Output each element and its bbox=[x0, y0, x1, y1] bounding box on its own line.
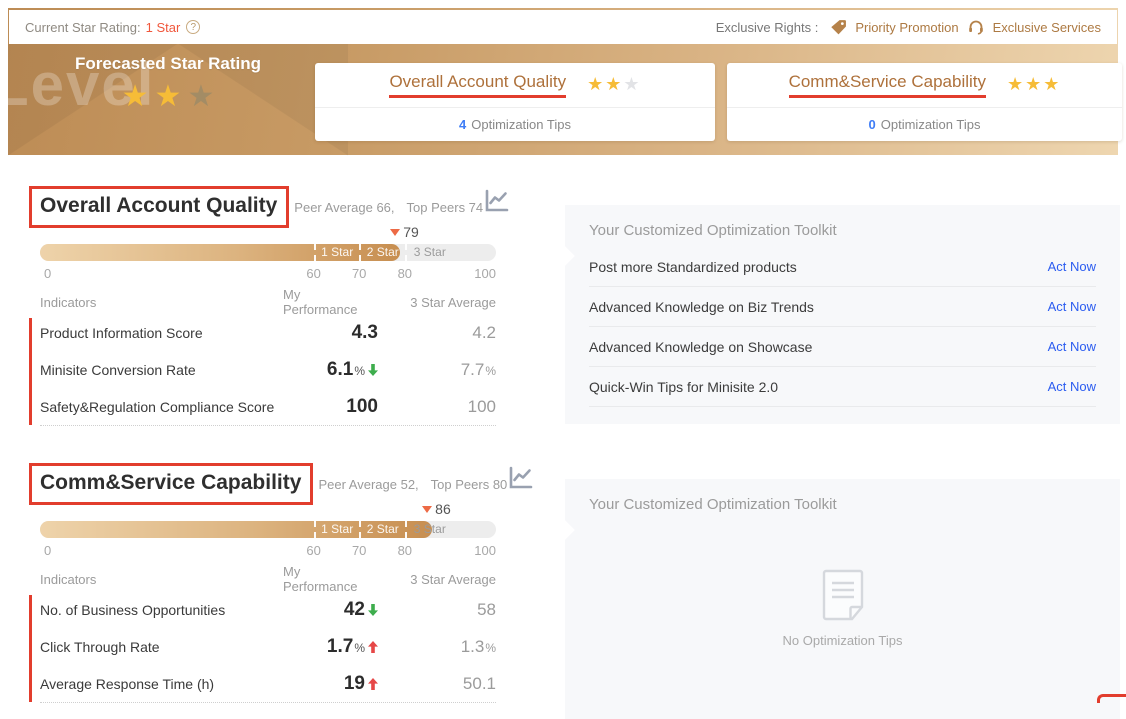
peer-average: Peer Average 52, bbox=[318, 476, 419, 492]
act-now-link[interactable]: Act Now bbox=[1047, 259, 1096, 274]
score-bar-fill bbox=[40, 521, 433, 538]
trend-up-icon bbox=[368, 640, 378, 653]
star-icon: ★ bbox=[1043, 74, 1060, 94]
score-bar: 1 Star 2 Star 3 Star bbox=[40, 244, 496, 261]
card-stars: ★ ★ ★ bbox=[586, 75, 640, 95]
toolkit-item: Post more Standardized products Act Now bbox=[589, 247, 1096, 287]
current-star-rating-label: Current Star Rating: bbox=[25, 19, 141, 35]
right-exclusive-services[interactable]: Exclusive Services bbox=[992, 19, 1101, 35]
document-icon bbox=[822, 569, 863, 621]
score-marker: 79 bbox=[390, 224, 419, 240]
toolkit-title: Your Customized Optimization Toolkit bbox=[589, 222, 837, 239]
section-comm-service-capability: Comm&Service Capability Peer Average 52,… bbox=[29, 463, 533, 703]
top-peers: Top Peers 80 bbox=[430, 476, 508, 492]
star-icon: ★ bbox=[121, 80, 149, 113]
current-star-rating-value: 1 Star bbox=[145, 19, 181, 35]
score-bar: 1 Star 2 Star 3 Star bbox=[40, 521, 496, 538]
star-empty-icon: ★ bbox=[187, 80, 215, 113]
toolkit-title: Your Customized Optimization Toolkit bbox=[589, 496, 837, 513]
empty-state: No Optimization Tips bbox=[565, 567, 1120, 648]
segment-1star: 1 Star bbox=[321, 522, 354, 536]
panel-notch bbox=[555, 520, 575, 540]
forecasted-star-rating: Forecasted Star Rating ★ ★ ★ bbox=[63, 54, 273, 112]
trend-chart-icon[interactable] bbox=[507, 465, 534, 491]
tag-icon bbox=[831, 19, 847, 34]
marker-triangle-icon bbox=[422, 505, 433, 513]
score-bar-fill bbox=[40, 244, 401, 261]
top-peers: Top Peers 74 bbox=[406, 199, 484, 215]
envelope-decoration-left bbox=[8, 44, 178, 156]
tips-count: 0 bbox=[868, 116, 876, 132]
card-stars: ★ ★ ★ bbox=[1006, 75, 1060, 95]
peer-average: Peer Average 66, bbox=[294, 199, 395, 215]
table-row: No. of Business Opportunities 42 58 bbox=[40, 598, 496, 620]
table-header: Indicators My Performance 3 Star Average bbox=[40, 287, 496, 317]
exclusive-rights-label: Exclusive Rights : bbox=[715, 19, 819, 35]
trend-chart-icon[interactable] bbox=[483, 188, 510, 214]
star-icon: ★ bbox=[605, 74, 622, 94]
trend-down-icon bbox=[368, 603, 378, 616]
panel-notch bbox=[555, 246, 575, 266]
score-marker: 86 bbox=[422, 501, 451, 517]
annotation-red-corner bbox=[1097, 694, 1126, 703]
level-watermark: Level bbox=[0, 51, 156, 118]
tips-label: Optimization Tips bbox=[880, 116, 981, 132]
toolkit-item: Quick-Win Tips for Minisite 2.0 Act Now bbox=[589, 367, 1096, 407]
star-icon: ★ bbox=[587, 74, 604, 94]
top-status-bar: Current Star Rating: 1 Star ? Exclusive … bbox=[9, 10, 1117, 44]
score-value: 86 bbox=[435, 501, 451, 517]
card-overall-account-quality[interactable]: Overall Account Quality ★ ★ ★ 4 Optimizati… bbox=[315, 63, 715, 141]
segment-1star: 1 Star bbox=[321, 245, 354, 259]
toolkit-panel-comm-service: Your Customized Optimization Toolkit No … bbox=[555, 479, 1120, 719]
section-title: Overall Account Quality bbox=[29, 186, 290, 228]
table-row: Product Information Score 4.3 4.2 bbox=[40, 321, 496, 343]
forecast-title: Forecasted Star Rating bbox=[74, 54, 262, 73]
segment-3star: 3 Star bbox=[413, 245, 446, 259]
segment-3star: 3 Star bbox=[413, 522, 446, 536]
trend-up-icon bbox=[368, 677, 378, 690]
indicators-table: Indicators My Performance 3 Star Average… bbox=[40, 287, 496, 426]
section-title: Comm&Service Capability bbox=[29, 463, 314, 505]
table-row: Safety&Regulation Compliance Score 100 1… bbox=[40, 395, 496, 417]
act-now-link[interactable]: Act Now bbox=[1047, 299, 1096, 314]
table-row: Click Through Rate 1.7 % 1.3 % bbox=[40, 635, 496, 657]
tips-count: 4 bbox=[459, 116, 467, 132]
annotation-red-line bbox=[29, 595, 32, 702]
annotation-red-line bbox=[29, 318, 32, 425]
act-now-link[interactable]: Act Now bbox=[1047, 379, 1096, 394]
star-icon: ★ bbox=[1025, 74, 1042, 94]
card-title[interactable]: Comm&Service Capability bbox=[788, 72, 987, 98]
score-value: 79 bbox=[403, 224, 419, 240]
toolkit-list: Post more Standardized products Act Now … bbox=[589, 247, 1096, 407]
trend-down-icon bbox=[368, 363, 378, 376]
headset-icon bbox=[968, 20, 983, 35]
no-tips-text: No Optimization Tips bbox=[782, 633, 903, 648]
toolkit-item: Advanced Knowledge on Showcase Act Now bbox=[589, 327, 1096, 367]
star-icon: ★ bbox=[1007, 74, 1024, 94]
score-scale: 0 60 70 80 100 bbox=[44, 266, 496, 281]
table-header: Indicators My Performance 3 Star Average bbox=[40, 564, 496, 594]
tips-label: Optimization Tips bbox=[471, 116, 571, 132]
toolkit-item: Advanced Knowledge on Biz Trends Act Now bbox=[589, 287, 1096, 327]
star-icon: ★ bbox=[154, 80, 182, 113]
forecast-stars: ★ ★ ★ bbox=[63, 82, 273, 112]
star-empty-icon: ★ bbox=[623, 74, 640, 94]
help-icon[interactable]: ? bbox=[186, 20, 201, 34]
section-overall-account-quality: Overall Account Quality Peer Average 66,… bbox=[29, 186, 509, 426]
segment-2star: 2 Star bbox=[366, 522, 399, 536]
marker-triangle-icon bbox=[390, 228, 401, 236]
right-priority-promotion[interactable]: Priority Promotion bbox=[855, 19, 959, 35]
table-row: Average Response Time (h) 19 50.1 bbox=[40, 672, 496, 694]
indicators-table: Indicators My Performance 3 Star Average… bbox=[40, 564, 496, 703]
act-now-link[interactable]: Act Now bbox=[1047, 339, 1096, 354]
card-title[interactable]: Overall Account Quality bbox=[389, 72, 567, 98]
score-scale: 0 60 70 80 100 bbox=[44, 543, 496, 558]
card-comm-service-capability[interactable]: Comm&Service Capability ★ ★ ★ 0 Optimizati… bbox=[727, 63, 1122, 141]
segment-2star: 2 Star bbox=[366, 245, 399, 259]
table-row: Minisite Conversion Rate 6.1 % 7.7 % bbox=[40, 358, 496, 380]
hero-band: Level Current Star Rating: 1 Star ? Excl… bbox=[0, 8, 1122, 156]
toolkit-panel-overall: Your Customized Optimization Toolkit Pos… bbox=[555, 205, 1120, 424]
